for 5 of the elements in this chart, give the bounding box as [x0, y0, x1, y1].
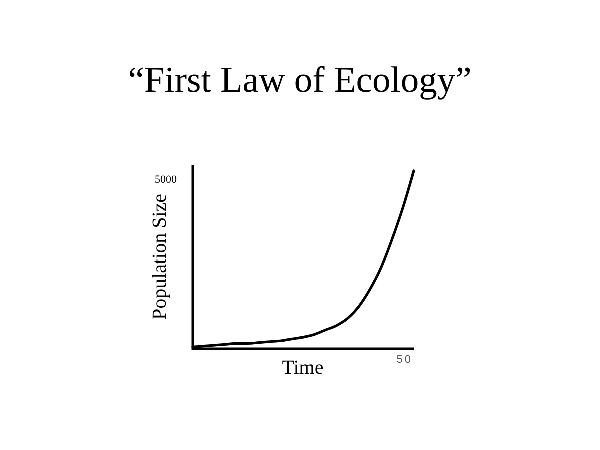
y-axis-title: Population Size	[149, 194, 171, 320]
chart-title: “First Law of Ecology”	[128, 59, 472, 100]
text: 50	[396, 354, 413, 366]
x-axis-title: Time	[282, 357, 324, 379]
text: 5000	[155, 174, 178, 186]
